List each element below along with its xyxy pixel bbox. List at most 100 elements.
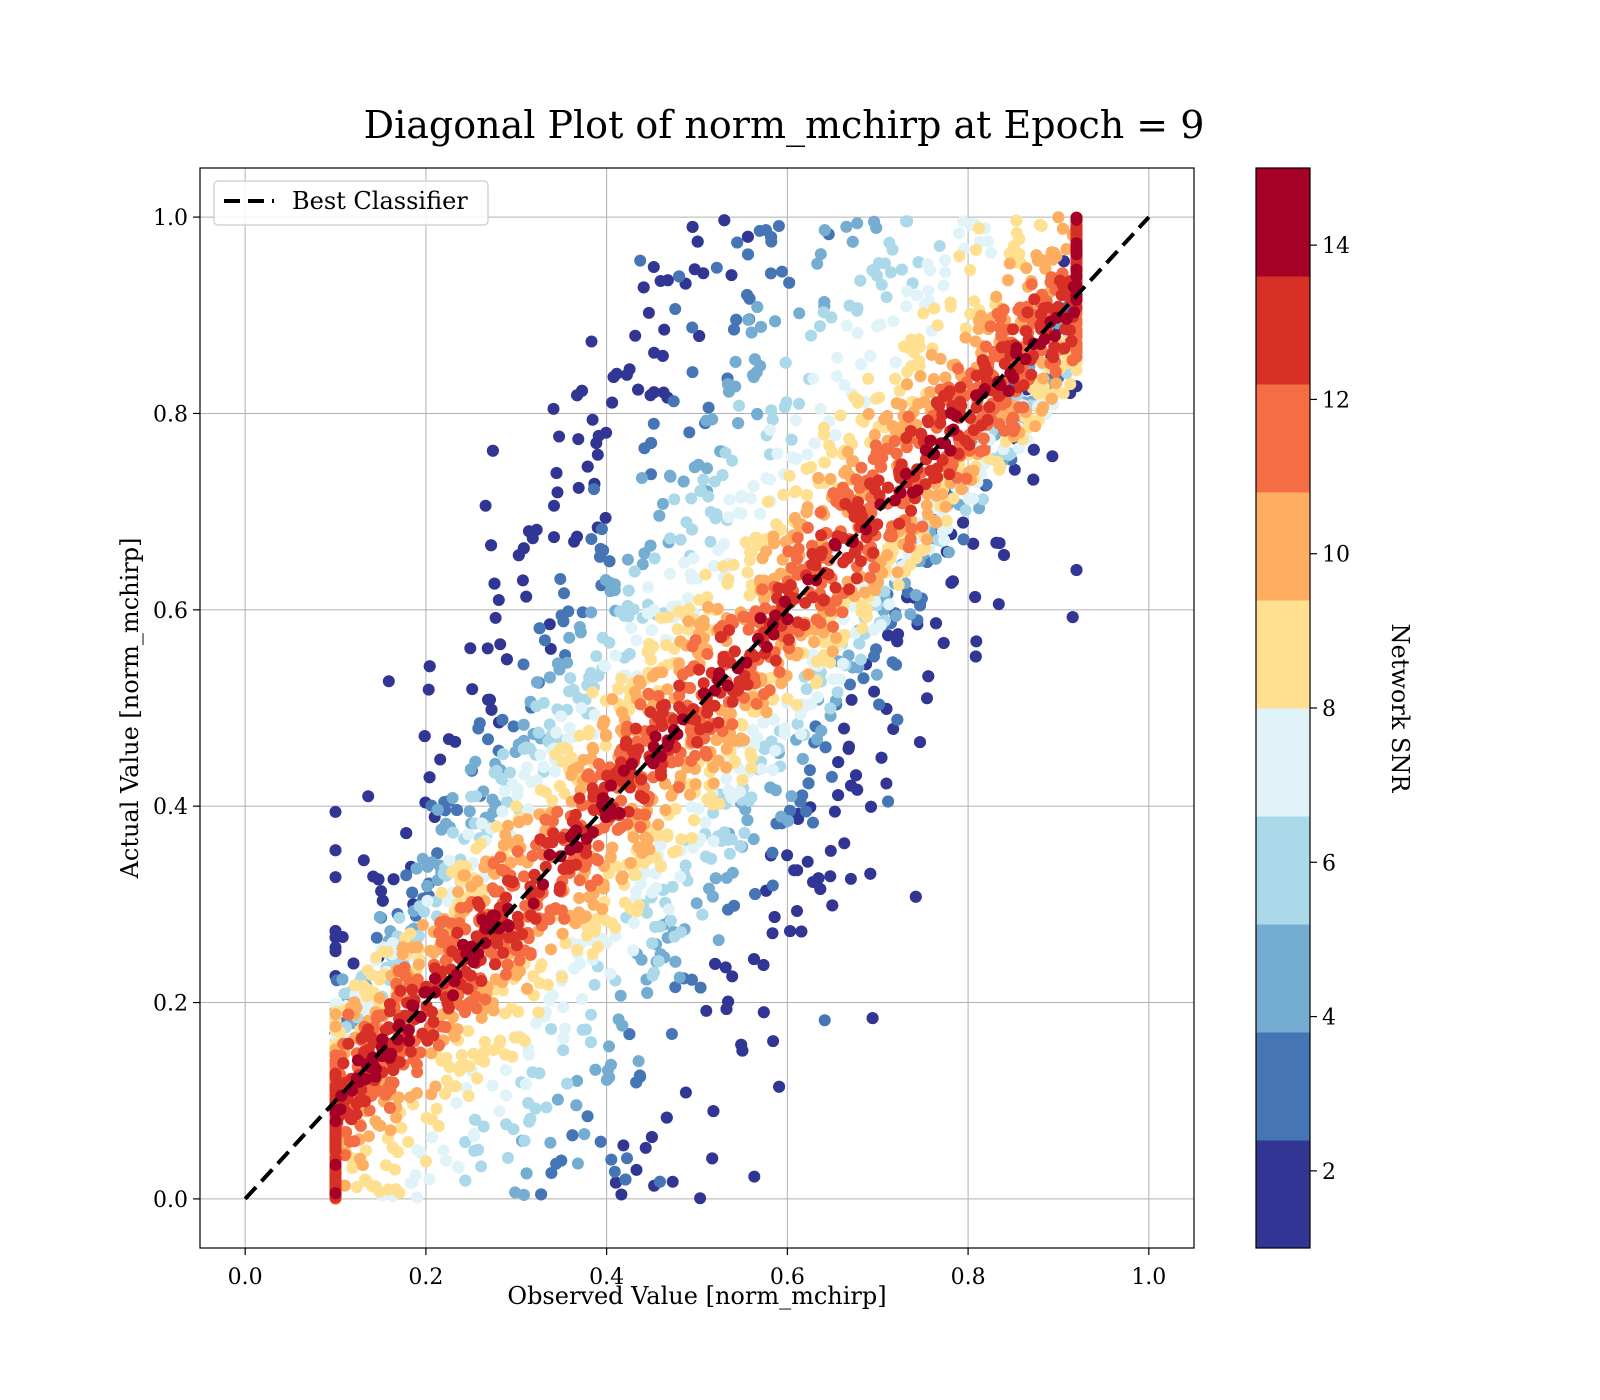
scatter-point — [585, 335, 598, 348]
scatter-point — [356, 1159, 369, 1171]
scatter-point — [862, 408, 875, 420]
scatter-point — [756, 552, 769, 565]
scatter-point — [952, 362, 964, 375]
scatter-point — [572, 692, 585, 704]
scatter-point — [791, 531, 804, 544]
scatter-point — [492, 594, 505, 606]
scatter-point — [764, 267, 777, 280]
scatter-point — [709, 957, 722, 970]
scatter-point — [828, 805, 841, 818]
scatter-point — [791, 864, 804, 877]
scatter-point — [998, 549, 1010, 561]
scatter-point — [795, 925, 808, 938]
scatter-point — [924, 264, 936, 277]
scatter-point — [653, 509, 666, 522]
scatter-point — [901, 341, 914, 354]
scatter-point — [844, 678, 856, 691]
scatter-point — [745, 791, 758, 804]
scatter-point — [543, 671, 556, 684]
scatter-point — [673, 657, 685, 670]
scatter-point — [348, 979, 361, 992]
scatter-point — [618, 609, 631, 622]
scatter-point — [375, 885, 388, 898]
scatter-point — [795, 728, 807, 741]
scatter-point — [723, 493, 736, 506]
scatter-point — [426, 1131, 438, 1144]
scatter-point — [482, 693, 494, 706]
scatter-point — [953, 250, 966, 263]
scatter-point — [710, 261, 723, 274]
scatter-point — [823, 439, 836, 452]
scatter-point — [614, 989, 627, 1002]
scatter-point — [801, 501, 814, 513]
scatter-point — [462, 828, 475, 841]
scatter-point — [600, 1073, 613, 1086]
scatter-point — [922, 670, 935, 683]
scatter-point — [689, 778, 702, 791]
scatter-point — [507, 720, 520, 733]
scatter-point — [1029, 420, 1042, 433]
scatter-point — [583, 671, 596, 684]
scatter-point — [517, 718, 530, 731]
scatter-point — [916, 520, 929, 533]
scatter-point — [900, 300, 913, 313]
scatter-point — [762, 495, 774, 508]
scatter-point — [672, 755, 685, 767]
scatter-point — [701, 648, 714, 660]
scatter-point — [870, 643, 882, 656]
scatter-point — [517, 542, 530, 555]
scatter-point — [887, 315, 900, 328]
scatter-point — [957, 215, 970, 228]
scatter-point — [511, 788, 524, 801]
scatter-point — [615, 1188, 628, 1201]
scatter-point — [746, 751, 758, 764]
scatter-point — [1050, 377, 1063, 390]
scatter-point — [591, 874, 604, 886]
scatter-point — [421, 880, 434, 892]
scatter-point — [686, 321, 699, 334]
scatter-point — [595, 523, 608, 536]
scatter-point — [557, 1044, 570, 1057]
scatter-point — [802, 668, 815, 681]
scatter-point — [814, 248, 827, 261]
scatter-point — [892, 579, 905, 591]
scatter-point — [589, 1063, 602, 1076]
scatter-point — [537, 696, 550, 709]
scatter-point — [376, 894, 389, 907]
scatter-point — [606, 841, 619, 854]
scatter-point — [700, 850, 712, 863]
scatter-point — [488, 577, 501, 590]
scatter-point — [688, 461, 701, 474]
scatter-point — [634, 698, 647, 711]
scatter-point — [922, 284, 935, 297]
chart-title: Diagonal Plot of norm_mchirp at Epoch = … — [364, 103, 1205, 148]
scatter-point — [747, 833, 760, 846]
scatter-point — [882, 795, 895, 808]
scatter-point — [634, 877, 647, 890]
scatter-point — [732, 417, 745, 430]
scatter-point — [429, 1080, 442, 1093]
scatter-point — [749, 888, 762, 900]
scatter-point — [621, 1152, 633, 1165]
scatter-point — [856, 622, 869, 635]
scatter-point — [902, 410, 915, 423]
scatter-point — [812, 472, 825, 484]
scatter-point — [517, 658, 530, 671]
scatter-point — [750, 531, 762, 544]
scatter-point — [720, 772, 733, 785]
scatter-point — [886, 530, 898, 543]
scatter-point — [551, 1093, 564, 1106]
scatter-point — [741, 566, 754, 579]
scatter-point — [696, 908, 709, 921]
scatter-point — [497, 748, 510, 761]
scatter-point — [603, 576, 616, 589]
scatter-point — [638, 856, 651, 869]
scatter-point — [702, 490, 715, 503]
scatter-point — [800, 462, 813, 475]
scatter-point — [818, 456, 831, 469]
scatter-point — [875, 278, 888, 291]
scatter-point — [411, 941, 424, 954]
scatter-point — [791, 553, 803, 565]
scatter-point — [805, 329, 817, 342]
